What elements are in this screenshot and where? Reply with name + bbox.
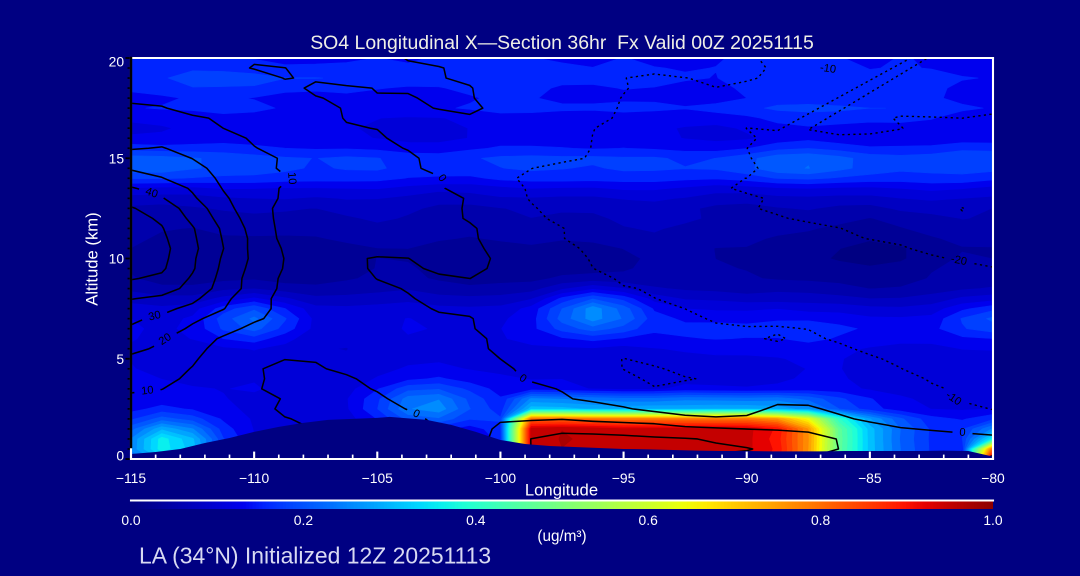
svg-text:−110: −110 xyxy=(239,470,270,486)
svg-text:LA (34°N) Initialized 12Z 2025: LA (34°N) Initialized 12Z 20251113 xyxy=(139,542,491,568)
svg-text:5: 5 xyxy=(116,351,124,367)
svg-text:-10: -10 xyxy=(819,62,837,76)
svg-text:−105: −105 xyxy=(362,470,394,486)
svg-text:-20: -20 xyxy=(950,253,968,268)
svg-text:0.4: 0.4 xyxy=(466,512,486,528)
svg-text:40: 40 xyxy=(144,186,160,201)
svg-text:20: 20 xyxy=(157,331,174,348)
svg-text:10: 10 xyxy=(285,172,298,185)
svg-text:10: 10 xyxy=(141,384,155,397)
svg-text:−85: −85 xyxy=(858,470,882,486)
svg-text:−115: −115 xyxy=(116,470,147,486)
svg-text:−80: −80 xyxy=(981,470,1005,486)
svg-text:0.2: 0.2 xyxy=(294,512,314,528)
svg-text:30: 30 xyxy=(147,309,162,324)
svg-text:(ug/m³): (ug/m³) xyxy=(537,528,586,545)
svg-text:−90: −90 xyxy=(735,470,759,486)
svg-text:0.0: 0.0 xyxy=(121,512,141,528)
svg-text:10: 10 xyxy=(109,251,125,267)
svg-text:Altitude (km): Altitude (km) xyxy=(82,212,101,305)
svg-text:0: 0 xyxy=(116,448,124,464)
svg-text:−95: −95 xyxy=(612,470,636,486)
svg-text:20: 20 xyxy=(109,54,125,70)
svg-text:0: 0 xyxy=(517,372,529,385)
svg-text:−100: −100 xyxy=(485,470,517,486)
svg-text:0.6: 0.6 xyxy=(639,512,659,528)
svg-text:0.8: 0.8 xyxy=(811,512,831,528)
svg-text:0: 0 xyxy=(411,407,422,421)
svg-text:15: 15 xyxy=(109,150,125,166)
svg-text:Longitude: Longitude xyxy=(525,480,598,499)
svg-text:1.0: 1.0 xyxy=(983,512,1003,528)
svg-text:0: 0 xyxy=(959,427,966,439)
svg-text:SO4 Longitudinal X—Section 36h: SO4 Longitudinal X—Section 36hr Fx Valid… xyxy=(310,32,814,54)
